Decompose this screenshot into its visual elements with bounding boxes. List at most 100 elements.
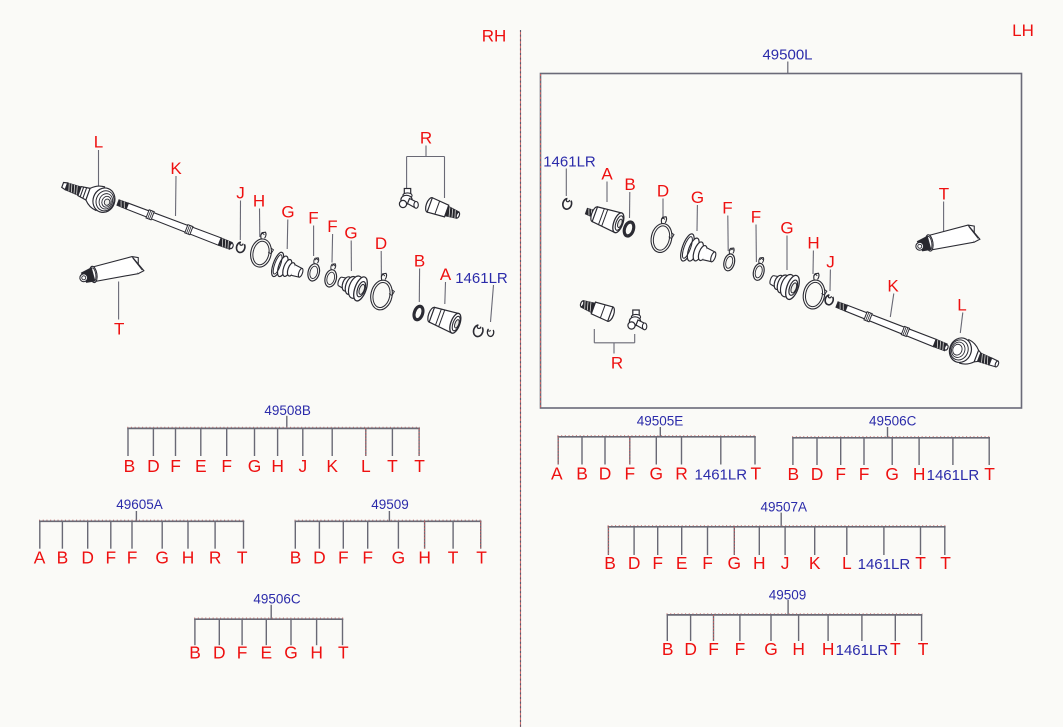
svg-text:B: B — [624, 175, 635, 194]
svg-text:H: H — [807, 234, 819, 253]
svg-text:B: B — [124, 456, 136, 476]
svg-text:G: G — [392, 548, 406, 568]
svg-text:49500L: 49500L — [762, 47, 812, 64]
svg-text:T: T — [940, 553, 951, 573]
svg-text:F: F — [652, 553, 663, 573]
svg-text:K: K — [809, 553, 821, 573]
svg-text:F: F — [835, 464, 846, 484]
svg-text:D: D — [375, 234, 387, 253]
svg-text:E: E — [260, 643, 272, 663]
svg-text:F: F — [362, 548, 373, 568]
svg-text:B: B — [414, 252, 425, 271]
svg-text:B: B — [189, 643, 201, 663]
svg-text:J: J — [781, 553, 790, 573]
svg-text:T: T — [237, 548, 248, 568]
svg-text:T: T — [114, 320, 124, 339]
svg-text:D: D — [213, 643, 226, 663]
svg-text:F: F — [237, 643, 248, 663]
svg-text:G: G — [155, 548, 169, 568]
svg-text:F: F — [127, 548, 138, 568]
svg-text:R: R — [675, 464, 688, 484]
svg-text:49507A: 49507A — [761, 500, 808, 515]
svg-text:L: L — [361, 456, 371, 476]
svg-text:H: H — [792, 639, 805, 659]
svg-text:B: B — [290, 548, 302, 568]
svg-text:B: B — [576, 464, 588, 484]
svg-text:G: G — [281, 203, 294, 222]
svg-text:H: H — [822, 639, 835, 659]
svg-text:D: D — [147, 456, 160, 476]
svg-text:1461LR: 1461LR — [543, 154, 596, 171]
svg-text:F: F — [751, 208, 761, 227]
svg-text:K: K — [326, 456, 338, 476]
svg-text:L: L — [94, 133, 103, 152]
svg-text:B: B — [57, 548, 69, 568]
svg-text:1461LR: 1461LR — [695, 467, 748, 484]
svg-text:49505E: 49505E — [637, 414, 684, 429]
svg-text:B: B — [662, 639, 674, 659]
svg-text:LH: LH — [1012, 21, 1034, 40]
svg-text:F: F — [327, 217, 337, 236]
svg-text:49509: 49509 — [769, 588, 807, 603]
svg-text:RH: RH — [482, 27, 507, 46]
svg-text:1461LR: 1461LR — [455, 270, 508, 287]
svg-text:H: H — [271, 456, 284, 476]
svg-text:F: F — [702, 553, 713, 573]
svg-text:T: T — [918, 639, 929, 659]
svg-text:49506C: 49506C — [253, 592, 301, 607]
svg-text:R: R — [611, 354, 623, 373]
svg-text:G: G — [650, 464, 664, 484]
svg-text:A: A — [551, 464, 563, 484]
svg-text:A: A — [34, 548, 46, 568]
svg-text:D: D — [81, 548, 94, 568]
svg-text:G: G — [780, 219, 793, 238]
svg-text:E: E — [195, 456, 207, 476]
svg-text:F: F — [338, 548, 349, 568]
svg-text:T: T — [915, 553, 926, 573]
svg-text:T: T — [414, 456, 425, 476]
svg-text:1461LR: 1461LR — [858, 556, 911, 573]
svg-text:L: L — [957, 296, 966, 315]
svg-text:J: J — [298, 456, 307, 476]
svg-text:L: L — [842, 553, 852, 573]
svg-text:B: B — [787, 464, 799, 484]
svg-text:F: F — [859, 464, 870, 484]
svg-text:H: H — [418, 548, 431, 568]
svg-text:A: A — [440, 265, 452, 284]
svg-text:R: R — [209, 548, 222, 568]
svg-text:T: T — [750, 464, 761, 484]
svg-text:49509: 49509 — [371, 497, 409, 512]
svg-text:D: D — [313, 548, 326, 568]
svg-text:F: F — [221, 456, 232, 476]
svg-text:T: T — [939, 185, 949, 204]
svg-text:K: K — [170, 159, 182, 178]
svg-text:D: D — [811, 464, 824, 484]
svg-text:F: F — [708, 639, 719, 659]
svg-text:G: G — [691, 188, 704, 207]
svg-text:1461LR: 1461LR — [836, 642, 889, 659]
svg-text:T: T — [448, 548, 459, 568]
svg-text:T: T — [338, 643, 349, 663]
svg-text:A: A — [601, 165, 613, 184]
svg-text:F: F — [105, 548, 116, 568]
svg-text:49506C: 49506C — [869, 414, 917, 429]
svg-text:T: T — [387, 456, 398, 476]
svg-text:D: D — [684, 639, 697, 659]
svg-text:H: H — [253, 192, 265, 211]
svg-text:T: T — [476, 548, 487, 568]
svg-text:H: H — [310, 643, 323, 663]
svg-text:1461LR: 1461LR — [927, 467, 980, 484]
svg-text:H: H — [753, 553, 766, 573]
svg-text:F: F — [308, 209, 318, 228]
svg-text:T: T — [890, 639, 901, 659]
svg-text:K: K — [887, 277, 899, 296]
svg-text:F: F — [624, 464, 635, 484]
svg-text:F: F — [170, 456, 181, 476]
svg-text:D: D — [657, 182, 669, 201]
svg-text:49508B: 49508B — [264, 403, 311, 418]
svg-text:G: G — [344, 224, 357, 243]
svg-text:F: F — [722, 199, 732, 218]
svg-text:T: T — [984, 464, 995, 484]
svg-text:G: G — [764, 639, 778, 659]
svg-text:R: R — [420, 129, 432, 148]
